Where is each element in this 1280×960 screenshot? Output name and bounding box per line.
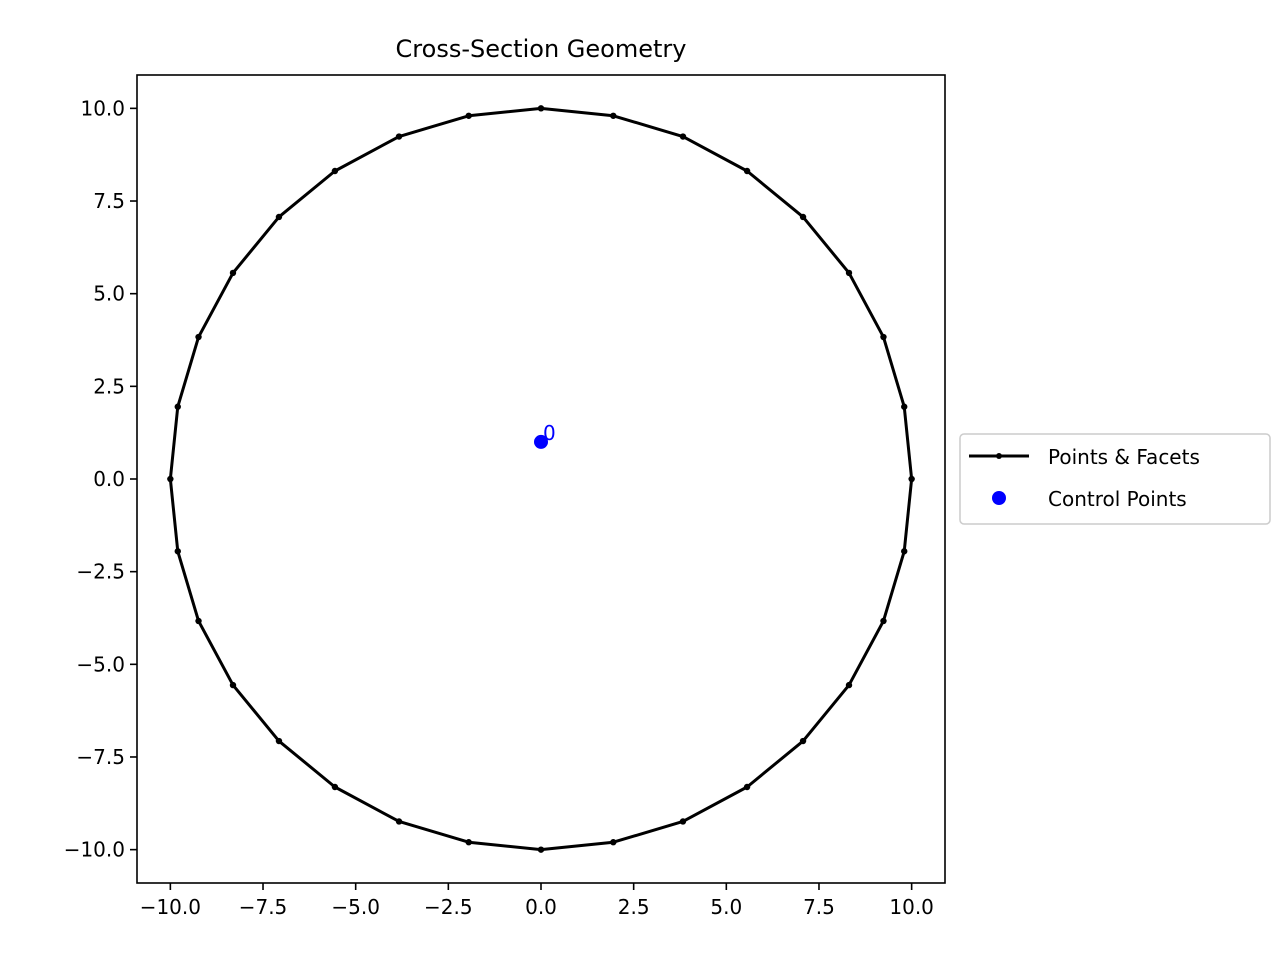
- y-tick-label: −5.0: [76, 652, 125, 676]
- legend-box: [959, 433, 1271, 525]
- facet-point: [537, 105, 545, 112]
- plot-frame: [136, 74, 946, 884]
- facet-point: [465, 112, 472, 119]
- facet-point: [195, 333, 202, 341]
- facet-point: [229, 269, 237, 277]
- facet-point: [395, 133, 403, 140]
- ticks-layer: −10.0 −7.5 −5.0 −2.5 0.0 2.5 5.0 7.5 10.0 10.0 7.5…: [64, 96, 934, 919]
- legend-label-points-facets: Points & Facets: [1048, 445, 1200, 469]
- y-tick-label: 7.5: [93, 189, 125, 213]
- control-point-label: 0: [543, 421, 556, 445]
- y-tick-label: 5.0: [93, 282, 125, 306]
- facet-point: [799, 213, 807, 221]
- facet-point: [331, 783, 339, 791]
- facet-point: [743, 783, 751, 791]
- facet-point: [845, 269, 853, 277]
- facet-point: [174, 403, 181, 410]
- facet-point: [195, 617, 202, 625]
- facet-point: [331, 167, 339, 175]
- x-tick-label: 10.0: [889, 895, 934, 919]
- legend: Points & Facets Control Points: [959, 433, 1271, 525]
- facet-point: [679, 133, 687, 140]
- plot-area: [137, 75, 945, 883]
- facet-point: [610, 839, 617, 846]
- x-tick-label: −10.0: [140, 895, 201, 919]
- facet-point: [395, 818, 403, 825]
- y-tick-label: −2.5: [76, 560, 125, 584]
- facet-point: [880, 333, 887, 341]
- y-tick-label: 0.0: [93, 467, 125, 491]
- y-tick-label: 2.5: [93, 374, 125, 398]
- facet-point: [901, 548, 908, 555]
- x-tick-label: 2.5: [618, 895, 650, 919]
- facet-point: [743, 167, 751, 175]
- x-tick-label: 7.5: [803, 895, 835, 919]
- chart-title: Cross-Section Geometry: [396, 35, 687, 63]
- x-tick-label: 5.0: [710, 895, 742, 919]
- control-point: [534, 434, 548, 449]
- facet-point: [679, 818, 687, 825]
- series-layer: 0: [167, 105, 915, 853]
- legend-marker-control-points: [992, 491, 1006, 505]
- facet-point: [465, 839, 472, 846]
- facet-point: [275, 213, 283, 221]
- facet-point: [845, 681, 853, 689]
- facet-point: [901, 403, 908, 410]
- facet-point: [799, 737, 807, 745]
- facet-point: [174, 548, 181, 555]
- x-tick-label: −2.5: [424, 895, 473, 919]
- legend-label-control-points: Control Points: [1048, 487, 1187, 511]
- y-tick-label: −10.0: [64, 838, 125, 862]
- x-tick-label: −7.5: [239, 895, 288, 919]
- y-tick-label: −7.5: [76, 745, 125, 769]
- facet-point: [880, 617, 887, 625]
- facet-point: [610, 112, 617, 119]
- y-tick-label: 10.0: [80, 96, 125, 120]
- facet-point: [275, 737, 283, 745]
- x-tick-label: −5.0: [331, 895, 380, 919]
- legend-marker-points-facets: [996, 453, 1002, 459]
- facet-point: [229, 681, 237, 689]
- facet-point: [167, 475, 174, 483]
- x-tick-label: 0.0: [525, 895, 557, 919]
- facet-point: [537, 846, 545, 853]
- facet-point: [908, 475, 915, 483]
